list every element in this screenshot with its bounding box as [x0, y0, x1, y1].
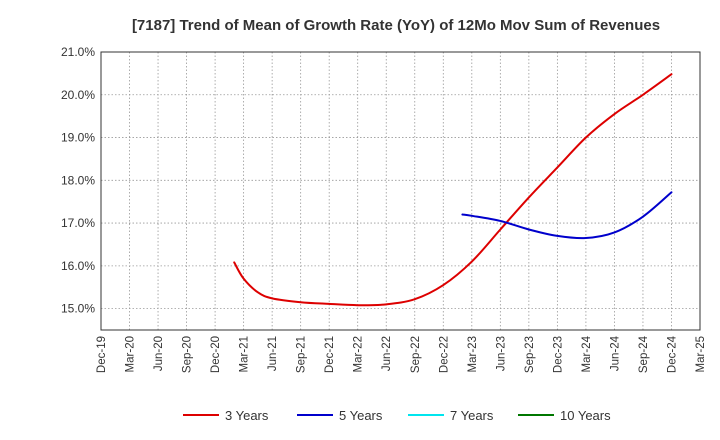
- y-tick-label: 15.0%: [61, 302, 95, 316]
- legend-label: 10 Years: [560, 408, 611, 423]
- x-tick-label: Dec-19: [96, 336, 108, 373]
- x-tick-label: Sep-24: [638, 335, 650, 373]
- x-tick-label: Mar-25: [695, 336, 707, 372]
- x-tick-label: Sep-20: [182, 336, 194, 373]
- series-line-3-years: [233, 73, 673, 307]
- x-tick-label: Jun-21: [267, 336, 279, 371]
- x-tick-label: Jun-24: [609, 335, 621, 371]
- x-tick-label: Sep-21: [296, 336, 308, 373]
- x-tick-label: Mar-22: [353, 336, 365, 372]
- y-tick-label: 18.0%: [61, 173, 95, 187]
- x-tick-label: Dec-23: [552, 336, 564, 373]
- plot-frame: [100, 51, 701, 331]
- x-tick-label: Jun-20: [153, 336, 165, 371]
- x-tick-label: Dec-24: [666, 335, 678, 373]
- x-tick-label: Mar-23: [467, 336, 479, 372]
- x-tick-label: Jun-23: [495, 336, 507, 371]
- legend-label: 3 Years: [225, 408, 269, 423]
- y-tick-label: 17.0%: [61, 216, 95, 230]
- x-tick-label: Sep-23: [524, 336, 536, 373]
- x-tick-label: Sep-22: [410, 336, 422, 373]
- y-tick-label: 20.0%: [61, 88, 95, 102]
- legend-label: 5 Years: [339, 408, 383, 423]
- x-tick-label: Dec-21: [324, 336, 336, 373]
- grid-lines: [101, 52, 700, 330]
- y-tick-label: 21.0%: [61, 45, 95, 59]
- series-layer: [233, 73, 673, 307]
- x-tick-label: Mar-24: [581, 335, 593, 372]
- x-tick-label: Dec-22: [438, 336, 450, 373]
- x-tick-label: Mar-21: [239, 336, 251, 372]
- x-tick-label: Jun-22: [381, 336, 393, 371]
- x-axis-ticks: Dec-19 Mar-20 Jun-20 Sep-20 Dec-20 Mar-21 Jun-…: [96, 335, 707, 373]
- chart-title: [7187] Trend of Mean of Growth Rate (YoY…: [132, 17, 660, 34]
- y-tick-label: 16.0%: [61, 259, 95, 273]
- plot-background: [101, 52, 700, 330]
- x-tick-label: Mar-20: [125, 336, 137, 372]
- legend: 3 Years 5 Years 7 Years 10 Years: [183, 408, 611, 423]
- series-line-5-years: [461, 191, 673, 240]
- y-tick-label: 19.0%: [61, 131, 95, 145]
- legend-label: 7 Years: [450, 408, 494, 423]
- x-tick-label: Dec-20: [210, 336, 222, 373]
- y-axis-ticks: 15.0% 16.0% 17.0% 18.0% 19.0% 20.0% 21.0%: [61, 45, 95, 316]
